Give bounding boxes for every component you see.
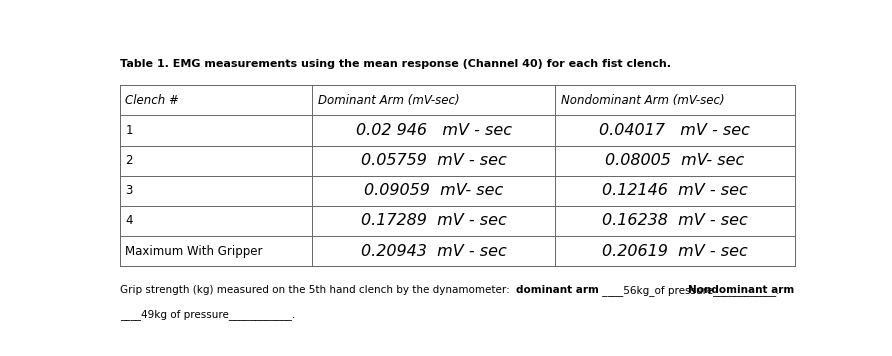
Text: 0.04017   mV - sec: 0.04017 mV - sec (599, 123, 750, 138)
Text: Nondominant Arm (mV-sec): Nondominant Arm (mV-sec) (560, 94, 724, 107)
Text: 0.12146  mV - sec: 0.12146 mV - sec (602, 183, 747, 198)
Text: 0.20619  mV - sec: 0.20619 mV - sec (602, 244, 747, 258)
Text: 0.05759  mV - sec: 0.05759 mV - sec (360, 153, 507, 168)
Text: Clench #: Clench # (125, 94, 179, 107)
Text: 0.17289  mV - sec: 0.17289 mV - sec (360, 213, 507, 229)
Text: 0.16238  mV - sec: 0.16238 mV - sec (602, 213, 747, 229)
Text: 1: 1 (125, 124, 133, 137)
Text: 0.02 946   mV - sec: 0.02 946 mV - sec (356, 123, 511, 138)
Text: 4: 4 (125, 214, 133, 227)
Text: Dominant Arm (mV-sec): Dominant Arm (mV-sec) (318, 94, 459, 107)
Text: Maximum With Gripper: Maximum With Gripper (125, 245, 263, 257)
Text: Table 1. EMG measurements using the mean response (Channel 40) for each fist cle: Table 1. EMG measurements using the mean… (120, 59, 671, 69)
Text: ____56kg_of pressure____________.: ____56kg_of pressure____________. (599, 285, 780, 296)
Text: ____49kg of pressure____________.: ____49kg of pressure____________. (120, 309, 295, 320)
Text: 0.08005  mV- sec: 0.08005 mV- sec (605, 153, 744, 168)
Text: 0.09059  mV- sec: 0.09059 mV- sec (364, 183, 503, 198)
Text: 2: 2 (125, 154, 133, 167)
Text: Nondominant arm: Nondominant arm (689, 285, 795, 295)
Text: 0.20943  mV - sec: 0.20943 mV - sec (360, 244, 507, 258)
Text: 3: 3 (125, 184, 133, 197)
Text: Grip strength (kg) measured on the 5th hand clench by the dynamometer:: Grip strength (kg) measured on the 5th h… (120, 285, 516, 295)
Text: dominant arm: dominant arm (516, 285, 599, 295)
